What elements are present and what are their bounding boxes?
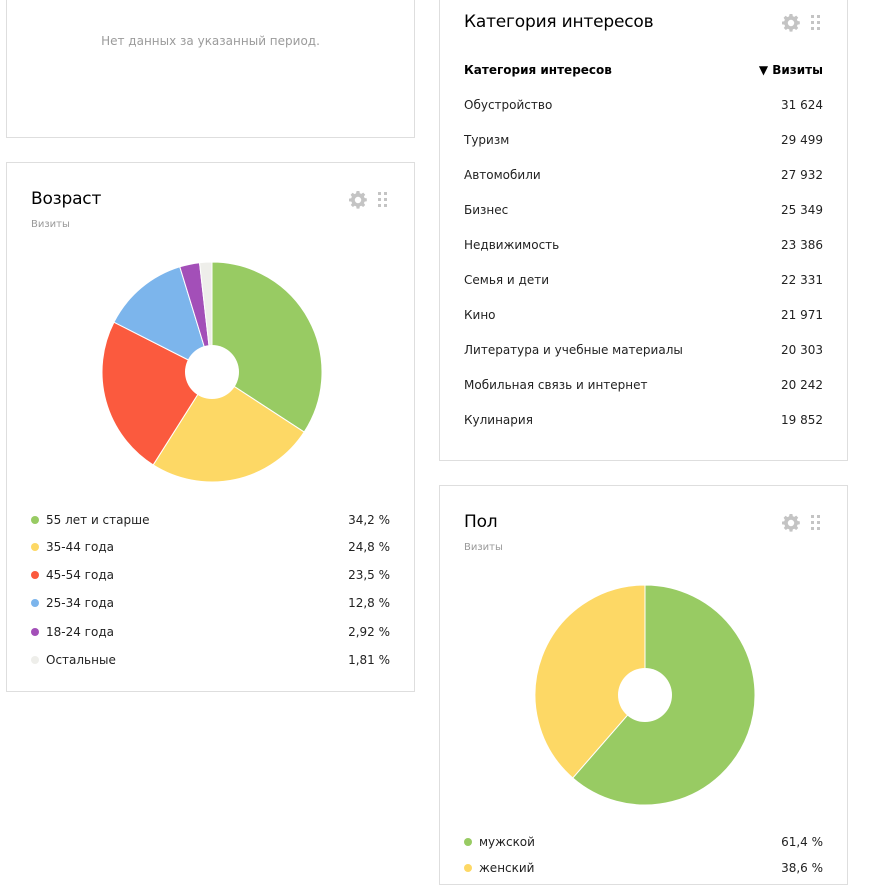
visits-value: 27 932 bbox=[781, 167, 823, 182]
gear-icon[interactable] bbox=[781, 513, 801, 533]
legend-percent: 2,92 % bbox=[348, 624, 390, 639]
legend-label: 55 лет и старше bbox=[46, 512, 150, 527]
empty-data-card: Нет данных за указанный период. bbox=[6, 0, 415, 138]
legend-percent: 12,8 % bbox=[348, 596, 390, 610]
table-row[interactable]: Мобильная связь и интернет 20 242 bbox=[464, 367, 823, 402]
legend-item[interactable]: 25-34 года 12,8 % bbox=[31, 589, 390, 617]
card-title: Возраст bbox=[31, 189, 102, 209]
visits-value: 31 624 bbox=[781, 97, 823, 112]
legend-label: Остальные bbox=[46, 653, 116, 667]
donut-hole bbox=[618, 668, 672, 722]
category-name: Бизнес bbox=[464, 202, 509, 217]
legend-percent: 1,81 % bbox=[348, 653, 390, 667]
table-row[interactable]: Бизнес 25 349 bbox=[464, 192, 823, 227]
gear-icon[interactable] bbox=[781, 13, 801, 33]
interests-table: Категория интересов ▼ Визиты Обустройств… bbox=[464, 52, 823, 437]
table-row[interactable]: Семья и дети 22 331 bbox=[464, 262, 823, 297]
legend-item[interactable]: женский 38,6 % bbox=[464, 855, 823, 881]
card-tools bbox=[348, 190, 388, 210]
age-slice-2[interactable] bbox=[101, 321, 213, 466]
category-name: Кино bbox=[464, 307, 496, 322]
visits-value: 23 386 bbox=[781, 237, 823, 252]
category-name: Семья и дети bbox=[464, 272, 550, 287]
legend-label: женский bbox=[479, 861, 535, 875]
gender-card: Пол Визиты мужской 61,4 % женский 38,6 % bbox=[439, 485, 848, 885]
card-title: Пол bbox=[464, 512, 498, 532]
interests-card: Категория интересов Категория интересов … bbox=[439, 0, 848, 461]
visits-value: 29 499 bbox=[781, 132, 823, 147]
legend-marker bbox=[31, 543, 39, 551]
legend-item[interactable]: 35-44 года 24,8 % bbox=[31, 533, 390, 561]
card-subtitle: Визиты bbox=[31, 219, 70, 230]
legend-percent: 38,6 % bbox=[781, 861, 823, 875]
visits-value: 20 303 bbox=[781, 342, 823, 357]
legend-marker bbox=[31, 627, 39, 636]
category-name: Автомобили bbox=[464, 167, 541, 182]
age-card: Возраст Визиты 55 лет и старше 34,2 % 35-4… bbox=[6, 162, 415, 692]
legend-label: 25-34 года bbox=[46, 596, 114, 610]
table-row[interactable]: Автомобили 27 932 bbox=[464, 157, 823, 192]
legend-percent: 34,2 % bbox=[348, 512, 390, 527]
legend-label: мужской bbox=[479, 835, 535, 849]
category-name: Недвижимость bbox=[464, 237, 560, 252]
visits-value: 25 349 bbox=[781, 202, 823, 217]
table-row[interactable]: Кулинария 19 852 bbox=[464, 402, 823, 437]
visits-value: 22 331 bbox=[781, 272, 823, 287]
table-row[interactable]: Недвижимость 23 386 bbox=[464, 227, 823, 262]
drag-handle-icon[interactable] bbox=[811, 15, 821, 31]
legend-percent: 61,4 % bbox=[781, 835, 823, 849]
legend-item[interactable]: 18-24 года 2,92 % bbox=[31, 617, 390, 646]
table-row[interactable]: Кино 21 971 bbox=[464, 297, 823, 332]
visits-value: 21 971 bbox=[781, 307, 823, 322]
drag-handle-icon[interactable] bbox=[378, 192, 388, 208]
table-header: Категория интересов ▼ Визиты bbox=[464, 52, 823, 87]
visits-value: 20 242 bbox=[781, 377, 823, 392]
legend-marker bbox=[464, 838, 472, 846]
legend-label: 45-54 года bbox=[46, 568, 114, 582]
legend-marker bbox=[464, 864, 472, 872]
column-header-visits[interactable]: ▼ Визиты bbox=[758, 62, 823, 77]
drag-handle-icon[interactable] bbox=[811, 515, 821, 531]
table-row[interactable]: Туризм 29 499 bbox=[464, 122, 823, 157]
age-legend: 55 лет и старше 34,2 % 35-44 года 24,8 % 45-… bbox=[31, 506, 390, 674]
gender-pie-chart bbox=[534, 584, 756, 806]
visits-value: 19 852 bbox=[781, 412, 823, 427]
column-header-category[interactable]: Категория интересов bbox=[464, 62, 612, 77]
legend-item[interactable]: мужской 61,4 % bbox=[464, 829, 823, 855]
card-tools bbox=[781, 513, 821, 533]
age-pie-chart bbox=[101, 261, 323, 483]
legend-label: 18-24 года bbox=[46, 624, 114, 639]
category-name: Кулинария bbox=[464, 412, 533, 427]
legend-percent: 23,5 % bbox=[348, 568, 390, 582]
empty-data-message: Нет данных за указанный период. bbox=[101, 34, 320, 48]
gear-icon[interactable] bbox=[348, 190, 368, 210]
legend-marker bbox=[31, 515, 39, 524]
legend-percent: 24,8 % bbox=[348, 540, 390, 554]
card-subtitle: Визиты bbox=[464, 542, 503, 553]
category-name: Туризм bbox=[464, 132, 510, 147]
card-title: Категория интересов bbox=[464, 12, 654, 32]
donut-hole bbox=[185, 345, 239, 399]
category-name: Литература и учебные материалы bbox=[464, 342, 683, 357]
age-slice-5[interactable] bbox=[198, 261, 213, 373]
legend-label: 35-44 года bbox=[46, 540, 114, 554]
legend-marker bbox=[31, 656, 39, 664]
gender-slice-1[interactable] bbox=[534, 584, 646, 779]
table-row[interactable]: Литература и учебные материалы 20 303 bbox=[464, 332, 823, 367]
card-tools bbox=[781, 13, 821, 33]
legend-item[interactable]: 45-54 года 23,5 % bbox=[31, 561, 390, 589]
legend-item[interactable]: Остальные 1,81 % bbox=[31, 646, 390, 674]
gender-legend: мужской 61,4 % женский 38,6 % bbox=[464, 829, 823, 881]
table-row[interactable]: Обустройство 31 624 bbox=[464, 87, 823, 122]
legend-item[interactable]: 55 лет и старше 34,2 % bbox=[31, 506, 390, 533]
category-name: Мобильная связь и интернет bbox=[464, 377, 648, 392]
age-slice-1[interactable] bbox=[152, 371, 305, 483]
category-name: Обустройство bbox=[464, 97, 553, 112]
legend-marker bbox=[31, 571, 39, 579]
legend-marker bbox=[31, 599, 39, 607]
